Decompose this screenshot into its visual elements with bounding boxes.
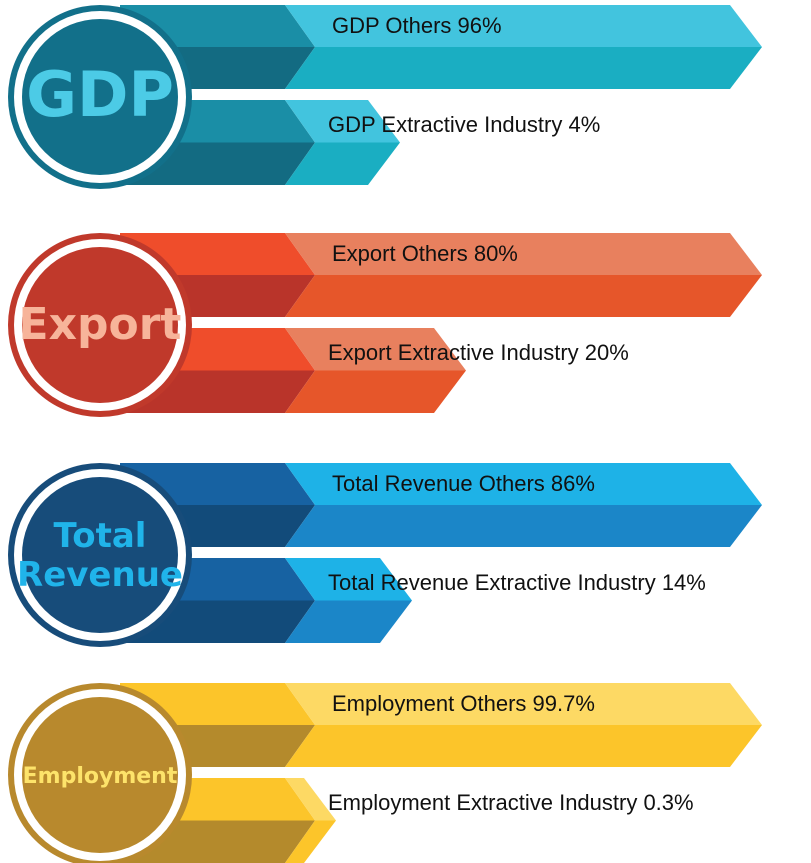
arrow [285,100,400,143]
arrow [285,328,466,371]
arrow [285,725,762,767]
arrow [285,275,762,317]
item-label: Export Others 80% [332,241,518,266]
item-label: Employment Extractive Industry 0.3% [328,790,694,815]
arrow [285,47,762,89]
item-label: GDP Extractive Industry 4% [328,112,600,137]
circle [22,247,178,403]
arrow [285,820,336,863]
item-label: Total Revenue Extractive Industry 14% [328,570,706,595]
arrow [285,600,412,643]
arrow [285,233,762,275]
item-label: Employment Others 99.7% [332,691,595,716]
arrow [285,142,400,185]
arrow [285,370,466,413]
arrow [285,463,762,505]
group-title: Export [19,299,182,350]
circle [22,477,178,633]
group-title: GDP [26,58,174,131]
item-label: Total Revenue Others 86% [332,471,595,496]
arrow [285,683,762,725]
group-title: Employment [23,764,178,789]
circle [22,19,178,175]
arrow [285,505,762,547]
item-label: Export Extractive Industry 20% [328,340,629,365]
item-label: GDP Others 96% [332,13,502,38]
group-title: Revenue [17,555,183,595]
arrow [285,5,762,47]
group-title: Total [54,516,147,556]
circle [22,697,178,853]
arrow [285,778,336,821]
arrow [285,558,412,601]
